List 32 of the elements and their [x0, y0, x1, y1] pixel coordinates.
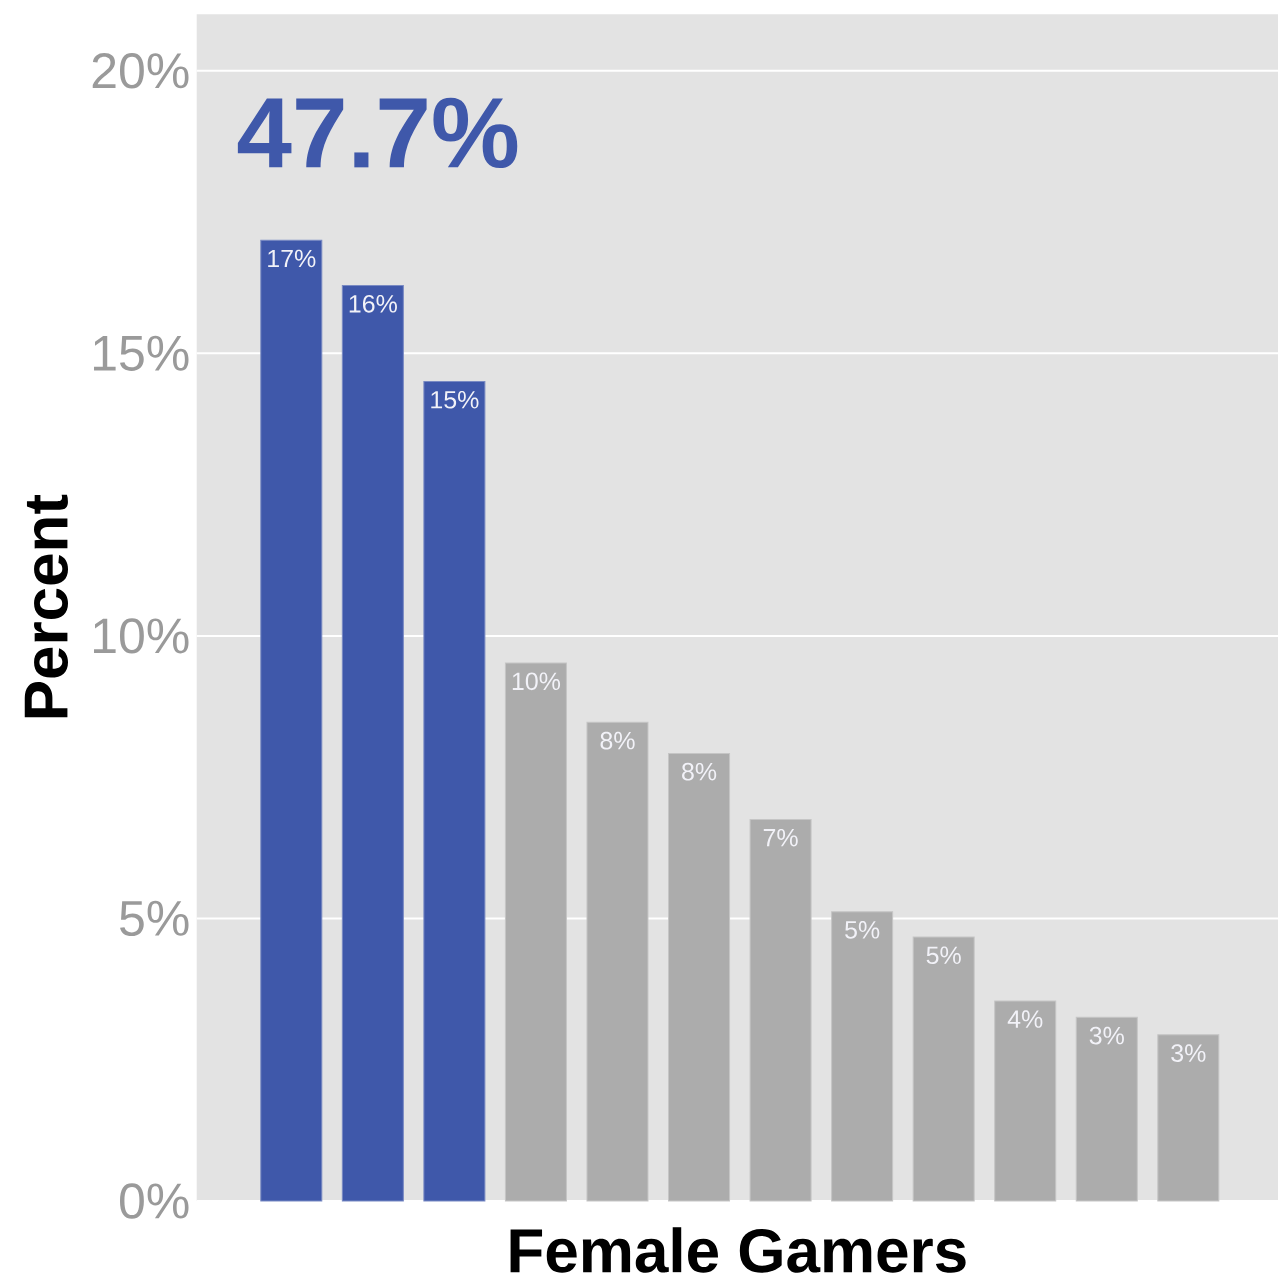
bar — [1075, 1016, 1138, 1202]
data-label: 17% — [268, 249, 316, 268]
data-label: 10% — [512, 672, 561, 691]
bar — [260, 239, 323, 1202]
data-label: 4% — [1007, 1010, 1043, 1028]
bar — [1157, 1034, 1220, 1202]
data-label: 7% — [763, 828, 798, 847]
y-tick-label: 0% — [119, 1183, 189, 1219]
y-tick-label: 5% — [120, 900, 189, 937]
data-label: 16% — [349, 294, 397, 313]
bar — [586, 721, 649, 1202]
y-axis-title: Percent — [24, 494, 69, 718]
y-tick-label: 15% — [94, 335, 189, 371]
data-label: 8% — [682, 762, 717, 781]
bar — [749, 819, 812, 1202]
annotation: 47.7% — [237, 97, 518, 169]
data-label: 3% — [1089, 1026, 1124, 1045]
bar — [912, 936, 975, 1202]
data-label: 3% — [1171, 1044, 1206, 1062]
bar — [831, 911, 894, 1202]
bar — [994, 1000, 1057, 1202]
data-label: 5% — [845, 921, 880, 939]
bar — [423, 381, 486, 1202]
data-label: 15% — [431, 391, 479, 409]
y-tick-label: 10% — [94, 618, 189, 654]
bar — [668, 752, 731, 1202]
y-tick-label: 20% — [92, 53, 189, 89]
bar — [504, 662, 567, 1202]
data-label: 8% — [600, 731, 635, 750]
data-label: 5% — [926, 946, 961, 965]
x-axis-title: Female Gamers — [510, 1227, 966, 1273]
bar — [341, 285, 404, 1202]
